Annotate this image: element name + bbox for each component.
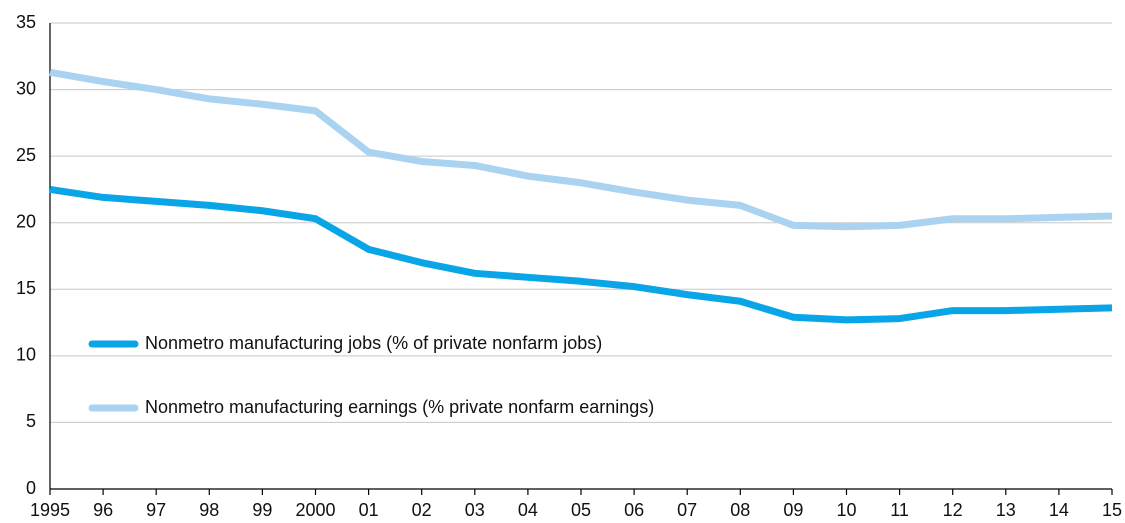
x-tick-label: 08 [730, 500, 750, 520]
legend-label: Nonmetro manufacturing jobs (% of privat… [145, 333, 602, 353]
y-tick-label: 10 [16, 345, 36, 365]
x-tick-label: 04 [518, 500, 538, 520]
x-tick-label: 99 [252, 500, 272, 520]
x-tick-label: 03 [465, 500, 485, 520]
x-tick-label: 07 [677, 500, 697, 520]
x-tick-label: 2000 [295, 500, 335, 520]
x-tick-label: 02 [412, 500, 432, 520]
series-line [49, 68, 1113, 231]
y-tick-label: 30 [16, 78, 36, 98]
y-tick-label: 35 [16, 12, 36, 32]
legend-label: Nonmetro manufacturing earnings (% priva… [145, 397, 654, 417]
x-tick-label: 98 [199, 500, 219, 520]
x-tick-label: 06 [624, 500, 644, 520]
x-tick-label: 15 [1102, 500, 1122, 520]
x-tick-label: 1995 [30, 500, 70, 520]
x-tick-label: 11 [890, 500, 909, 520]
y-tick-label: 0 [26, 478, 36, 498]
x-tick-label: 96 [93, 500, 113, 520]
y-tick-label: 15 [16, 278, 36, 298]
y-tick-label: 20 [16, 211, 36, 231]
x-tick-label: 10 [836, 500, 856, 520]
x-tick-label: 14 [1049, 500, 1069, 520]
x-tick-label: 05 [571, 500, 591, 520]
x-tick-label: 01 [359, 500, 379, 520]
y-tick-label: 5 [26, 411, 36, 431]
y-tick-label: 25 [16, 145, 36, 165]
x-tick-label: 12 [943, 500, 963, 520]
x-tick-label: 97 [146, 500, 166, 520]
series-line [49, 185, 1113, 324]
x-tick-label: 13 [996, 500, 1016, 520]
x-tick-label: 09 [783, 500, 803, 520]
